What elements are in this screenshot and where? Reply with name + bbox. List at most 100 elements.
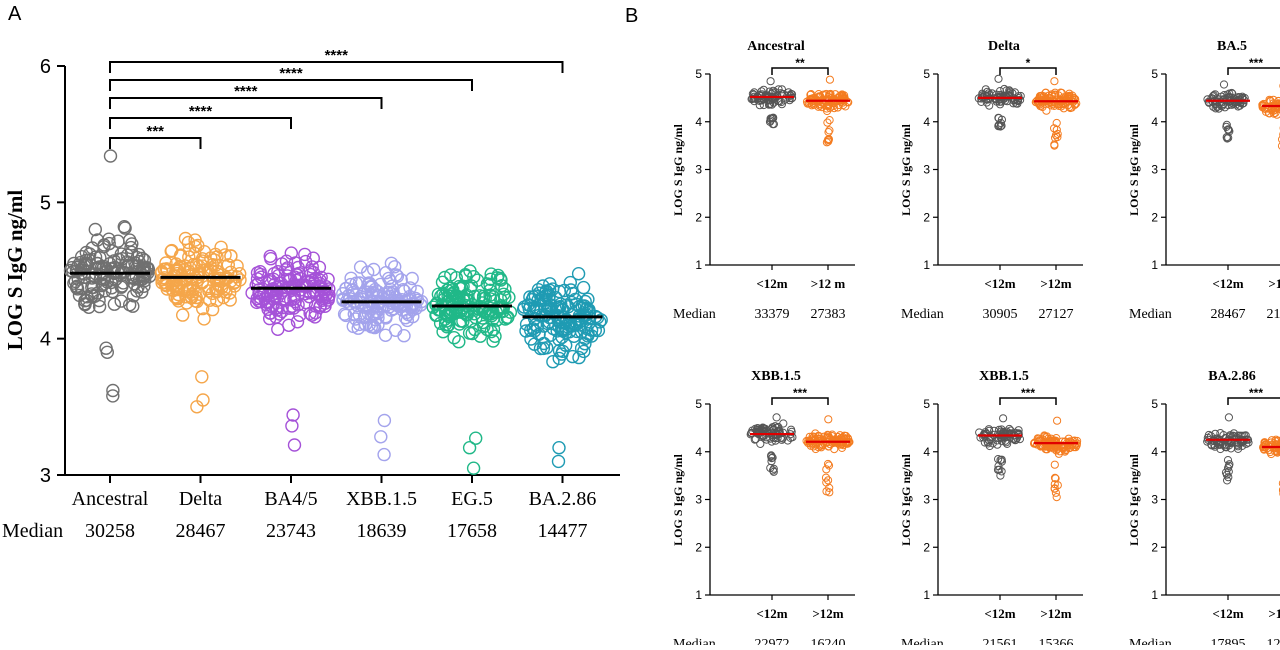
x-tick-label: >12m — [1268, 276, 1280, 291]
data-point — [1220, 81, 1227, 88]
y-tick-label: 3 — [695, 493, 702, 507]
y-tick-label: 4 — [1151, 445, 1158, 459]
data-point — [1051, 461, 1058, 468]
significance-bracket: **** — [110, 83, 382, 109]
series-under-12m — [1204, 81, 1248, 142]
series-under-12m — [1204, 414, 1253, 484]
significance-label: **** — [189, 103, 213, 120]
y-tick-label: 2 — [1151, 540, 1158, 554]
y-tick-label: 2 — [923, 210, 930, 224]
data-point — [825, 416, 832, 423]
y-tick-label: 1 — [1151, 258, 1158, 272]
x-tick-label: Delta — [179, 488, 222, 510]
data-point — [124, 234, 136, 246]
series-over-12m — [803, 76, 851, 146]
median-value: 27383 — [811, 307, 846, 322]
data-point — [1051, 78, 1058, 85]
significance-label: *** — [1249, 386, 1263, 400]
subplot-title: XBB.1.5 — [979, 369, 1029, 384]
median-row-label: Median — [901, 307, 944, 322]
y-tick-label: 4 — [923, 445, 930, 459]
data-point — [553, 442, 565, 454]
significance-bracket: **** — [110, 103, 291, 129]
series-under-12m — [976, 415, 1024, 480]
panel-b-charts: B Ancestral 1 2 3 4 5 LOG S IgG ng/ml <12m 33379… — [615, 0, 1280, 645]
x-tick-label: BA.2.86 — [529, 488, 597, 510]
median-value: 21899 — [1267, 307, 1280, 322]
y-axis-label: LOG S IgG ng/ml — [671, 123, 685, 215]
series-under-12m — [747, 414, 796, 476]
y-tick-label: 1 — [1151, 588, 1158, 602]
median-value: 18639 — [357, 520, 407, 542]
y-tick-label: 5 — [1151, 397, 1158, 411]
median-value: 28467 — [176, 520, 226, 542]
significance-label: * — [1026, 56, 1031, 70]
data-point — [994, 441, 1001, 448]
data-point — [196, 371, 208, 383]
median-row-label: Median — [901, 637, 944, 645]
y-tick-label: 2 — [695, 540, 702, 554]
x-tick-label: XBB.1.5 — [346, 488, 417, 510]
significance-label: **** — [279, 65, 303, 82]
panel-a-letter: A — [8, 3, 22, 25]
y-tick-label: 2 — [695, 210, 702, 224]
series-ba-2-86 — [518, 268, 608, 468]
median-value: 33379 — [755, 307, 790, 322]
y-tick-label: 4 — [695, 115, 702, 129]
median-value: 23743 — [266, 520, 316, 542]
significance-bracket: **** — [110, 47, 563, 73]
panel-b-letter: B — [625, 5, 638, 27]
data-point — [398, 330, 410, 342]
x-tick-label: <12m — [984, 276, 1015, 291]
median-row-label: Median — [1129, 307, 1172, 322]
y-axis-label: LOG S IgG ng/ml — [1127, 453, 1141, 545]
x-tick-label: EG.5 — [451, 488, 493, 510]
y-tick-label: 3 — [40, 465, 51, 487]
median-row-label: Median — [673, 307, 716, 322]
series-ancestral — [65, 150, 156, 402]
median-value: 16240 — [811, 637, 846, 645]
y-tick-label: 3 — [695, 163, 702, 177]
data-point — [101, 346, 113, 358]
data-point — [378, 449, 390, 461]
x-tick-label: >12 m — [811, 276, 846, 291]
data-point — [108, 298, 120, 310]
median-row-label: Median — [2, 520, 63, 542]
significance-bracket: **** — [110, 65, 472, 91]
significance-label: **** — [234, 83, 258, 100]
series-over-12m — [803, 416, 853, 496]
y-tick-label: 2 — [923, 540, 930, 554]
data-point — [553, 455, 565, 467]
data-point — [578, 282, 590, 294]
series-delta — [155, 233, 246, 413]
y-axis-label: LOG S IgG ng/ml — [899, 453, 913, 545]
y-tick-label: 4 — [40, 329, 51, 351]
subplot-title: Ancestral — [747, 39, 805, 54]
y-tick-label: 4 — [1151, 115, 1158, 129]
data-point — [378, 415, 390, 427]
y-tick-label: 1 — [923, 588, 930, 602]
median-value: 14477 — [538, 520, 588, 542]
series-under-12m — [975, 75, 1024, 130]
x-tick-label: <12m — [984, 606, 1015, 621]
y-tick-label: 5 — [40, 192, 51, 214]
significance-label: *** — [1249, 56, 1263, 70]
y-axis-label: LOG S IgG ng/ml — [3, 190, 27, 351]
median-value: 27127 — [1039, 307, 1074, 322]
y-tick-label: 1 — [923, 258, 930, 272]
series-xbb-1-5 — [337, 257, 428, 460]
data-point — [468, 462, 480, 474]
y-tick-label: 5 — [695, 67, 702, 81]
series-over-12m — [1259, 82, 1280, 162]
median-value: 17895 — [1211, 637, 1246, 645]
x-tick-label: <12m — [756, 276, 787, 291]
y-tick-label: 4 — [923, 115, 930, 129]
series-over-12m — [1032, 78, 1080, 150]
data-point — [464, 442, 476, 454]
